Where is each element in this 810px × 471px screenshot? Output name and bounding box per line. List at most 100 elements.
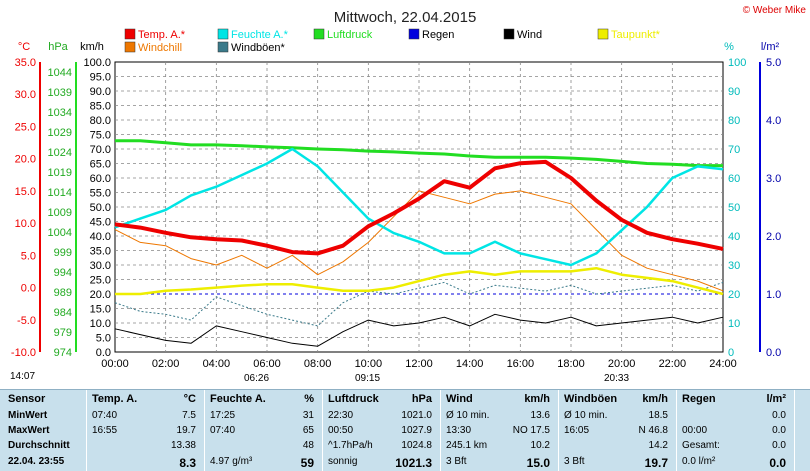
stats-labels-section: Sensor MinWert MaxWert Durchschnitt 22.04. 2…: [0, 390, 87, 471]
stats-cell-value-gust: 14.2: [648, 440, 668, 451]
stats-cell-label-humidity: 4.97 g/m³: [210, 456, 253, 467]
stats-cell-label-gust: 16:05: [564, 425, 590, 436]
stats-cell-value-pressure: 1021.0: [401, 410, 432, 421]
time-tick-label: 02:00: [152, 358, 180, 370]
pressure-tick-label: 1004: [48, 227, 72, 239]
wind-tick-label: 20.0: [90, 289, 111, 301]
rain-tick-label: 1.0: [766, 289, 781, 301]
pressure-tick-label: 1029: [48, 127, 72, 139]
stats-cell-value-wind: 15.0: [526, 456, 550, 470]
temp-tick-label: 35.0: [15, 57, 36, 69]
time-tick-label: 24:00: [709, 358, 737, 370]
weather-chart: Mittwoch, 22.04.2015 © Weber Mike Temp. …: [11, 5, 807, 370]
sunset-time: 20:33: [604, 373, 630, 384]
stats-cell-label-temp: 16:55: [92, 425, 118, 436]
stats-cell-value-temp: 8.3: [179, 456, 196, 470]
legend-label: Windchill: [138, 42, 182, 54]
stats-cell-label-rain: 0.0 l/m²: [682, 456, 716, 467]
rain-tick-label: 2.0: [766, 231, 781, 243]
series-line-feuchtea: [114, 147, 724, 267]
wind-tick-label: 95.0: [90, 72, 111, 84]
humidity-tick-label: 90: [728, 86, 740, 98]
stats-cell-value-pressure: 1024.8: [401, 440, 432, 451]
stats-cell-value-gust: N 46.8: [638, 425, 668, 436]
legend-swatch: [503, 28, 515, 40]
now-time: 14:07: [10, 371, 36, 382]
stats-cell-label-temp: 07:40: [92, 410, 118, 421]
pressure-tick-label: 979: [54, 327, 72, 339]
wind-tick-label: 90.0: [90, 86, 111, 98]
legend-label: Regen: [422, 29, 454, 41]
rain-tick-label: 5.0: [766, 57, 781, 69]
stats-cell-label-rain: Gesamt:: [682, 440, 720, 451]
stats-cell-value-rain: 0.0: [772, 410, 786, 421]
sunrise-time: 06:26: [244, 373, 270, 384]
stats-cell-value-humidity: 48: [302, 440, 314, 451]
stats-cell-label-gust: Ø 10 min.: [564, 410, 608, 421]
rain-unit: l/m²: [761, 41, 780, 53]
pressure-tick-label: 1039: [48, 87, 72, 99]
wind-tick-label: 60.0: [90, 173, 111, 185]
stats-cell-value-humidity: 65: [302, 425, 314, 436]
stats-cell-value-wind: 10.2: [530, 440, 550, 451]
legend-swatch: [217, 41, 229, 53]
stats-cell-label-wind: 3 Bft: [446, 456, 467, 467]
stats-header-temp: Temp. A.: [92, 393, 138, 405]
stats-section-wind: Wind km/h Ø 10 min. 13.6 13:30 NO 17.5 245.1 k…: [440, 390, 559, 471]
temp-tick-label: 10.0: [15, 218, 36, 230]
stats-unit-rain: l/m²: [766, 393, 786, 405]
wind-tick-label: 45.0: [90, 217, 111, 229]
series-line-windchill: [114, 190, 724, 292]
stats-cell-value-rain: 0.0: [772, 425, 786, 436]
wind-tick-label: 80.0: [90, 115, 111, 127]
temp-tick-label: 20.0: [15, 154, 36, 166]
pressure-tick-label: 1009: [48, 207, 72, 219]
series-line-luftdruck: [115, 139, 723, 168]
series-lines: [114, 139, 724, 347]
stats-cell-value-humidity: 31: [302, 410, 314, 421]
rain-tick-label: 3.0: [766, 173, 781, 185]
humidity-tick-label: 0: [728, 347, 734, 359]
stats-unit-humidity: %: [304, 393, 314, 405]
humidity-tick-label: 20: [728, 289, 740, 301]
stats-cell-value-humidity: 59: [300, 456, 314, 470]
legend-swatch: [217, 28, 229, 40]
stats-cell-label-humidity: 07:40: [210, 425, 236, 436]
wind-tick-label: 40.0: [90, 231, 111, 243]
time-tick-label: 16:00: [507, 358, 535, 370]
stats-sensor-header: Sensor: [8, 393, 46, 405]
stats-section-pressure: Luftdruck hPa 22:30 1021.0 00:50 1027.9 ^1.7hP…: [322, 390, 441, 471]
stats-row-label: 22.04. 23:55: [8, 456, 65, 467]
wind-tick-label: 0.0: [96, 347, 111, 359]
rain-tick-label: 4.0: [766, 115, 781, 127]
stats-cell-label-gust: 3 Bft: [564, 456, 585, 467]
stats-cell-label-rain: 00:00: [682, 425, 708, 436]
credit-text: © Weber Mike: [743, 5, 807, 16]
legend-swatch: [408, 28, 420, 40]
time-tick-label: 20:00: [608, 358, 636, 370]
stats-header-humidity: Feuchte A.: [210, 393, 266, 405]
stats-unit-gust: km/h: [642, 393, 668, 405]
legend-label: Taupunkt*: [611, 29, 661, 41]
stats-cell-value-gust: 19.7: [644, 456, 668, 470]
chart-title: Mittwoch, 22.04.2015: [334, 9, 477, 26]
stats-unit-pressure: hPa: [411, 393, 432, 405]
humidity-tick-label: 10: [728, 318, 740, 330]
rain-tick-label: 0.0: [766, 347, 781, 359]
stats-row-label: Durchschnitt: [8, 440, 70, 451]
stats-cell-label-pressure: 22:30: [328, 410, 354, 421]
stats-section-gust: Windböen km/h Ø 10 min. 18.5 16:05 N 46.8 14.2…: [558, 390, 677, 471]
stats-section-rain: Regen l/m² 0.0 00:00 0.0 Gesamt: 0.0 0.0 l/m² 0.…: [676, 390, 795, 471]
humidity-unit: %: [724, 41, 734, 53]
stats-cell-label-wind: 13:30: [446, 425, 472, 436]
time-tick-label: 12:00: [405, 358, 433, 370]
wind-tick-label: 5.0: [96, 333, 111, 345]
humidity-tick-label: 70: [728, 144, 740, 156]
stats-header-wind: Wind: [446, 393, 473, 405]
pressure-tick-label: 989: [54, 287, 72, 299]
stats-cell-label-humidity: 17:25: [210, 410, 236, 421]
stats-cell-value-gust: 18.5: [648, 410, 668, 421]
pressure-tick-label: 1044: [48, 67, 72, 79]
time-tick-label: 14:00: [456, 358, 484, 370]
